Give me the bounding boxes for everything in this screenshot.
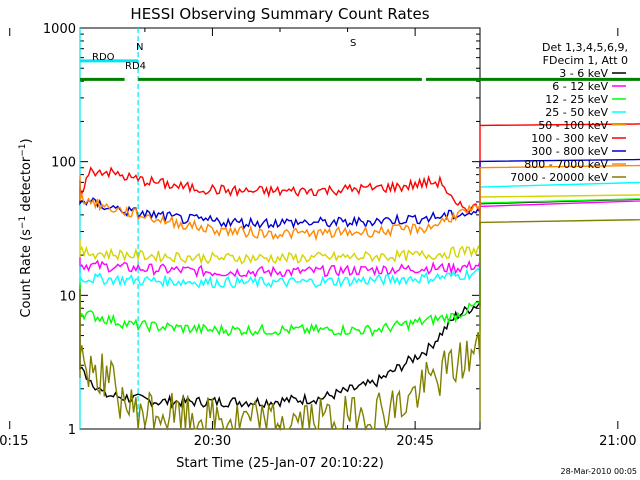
plot-frame (79, 27, 481, 430)
legend-entry-label: 50 - 100 keV (538, 119, 608, 132)
axis-ticks: 20:1520:3020:4521:0021:1521:3021:4511010… (0, 22, 637, 449)
y-label-sup1: −1 (18, 216, 28, 229)
legend-header-line: FDecim 1, Att 0 (543, 54, 628, 67)
series-line (79, 164, 640, 242)
y-label-sup2: −1 (18, 143, 28, 156)
state-label-s: S (350, 38, 356, 49)
y-label-mid: detector (19, 156, 34, 216)
x-axis-label: Start Time (25-Jan-07 20:10:22) (176, 456, 384, 471)
series-line (79, 200, 640, 280)
series-line (79, 218, 640, 432)
y-tick-label: 1 (68, 423, 76, 438)
y-label-end: ) (19, 138, 34, 143)
x-tick-label: 20:15 (0, 434, 28, 449)
y-tick-label: 10 (59, 289, 76, 304)
x-tick-label: 20:45 (396, 434, 433, 449)
legend-entry-label: 100 - 300 keV (531, 132, 608, 145)
series-lines (79, 123, 640, 432)
legend-entry-label: 300 - 800 keV (531, 145, 608, 158)
state-label-n: N (136, 42, 143, 53)
legend-entry-label: 7000 - 20000 keV (510, 171, 608, 184)
y-tick-label: 100 (51, 156, 76, 171)
svg-text:Count Rate (s−1 detector−1): Count Rate (s−1 detector−1) (18, 138, 34, 317)
state-label-rdo: RDO (92, 52, 115, 63)
state-label-rd4: RD4 (125, 61, 146, 72)
x-tick-label: 20:30 (194, 434, 231, 449)
state-bars: RDO RD4 N S (80, 38, 640, 81)
legend-entry-label: 3 - 6 keV (559, 67, 608, 80)
legend: Det 1,3,4,5,6,9,FDecim 1, Att 03 - 6 keV… (510, 41, 628, 184)
legend-entry-label: 800 - 7000 keV (524, 158, 608, 171)
legend-entry-label: 6 - 12 keV (552, 80, 608, 93)
y-label-main: Count Rate (s (19, 229, 34, 318)
series-line (79, 198, 640, 338)
footer-date: 28-Mar-2010 00:05 (561, 467, 638, 476)
y-axis-label: Count Rate (s−1 detector−1) (18, 138, 34, 317)
y-tick-label: 1000 (43, 22, 76, 37)
legend-entry-label: 12 - 25 keV (545, 93, 608, 106)
legend-header-line: Det 1,3,4,5,6,9, (542, 41, 628, 54)
legend-entry-label: 25 - 50 keV (545, 106, 608, 119)
chart-title: HESSI Observing Summary Count Rates (130, 5, 429, 23)
x-tick-label: 21:00 (599, 434, 636, 449)
series-line (79, 198, 640, 409)
